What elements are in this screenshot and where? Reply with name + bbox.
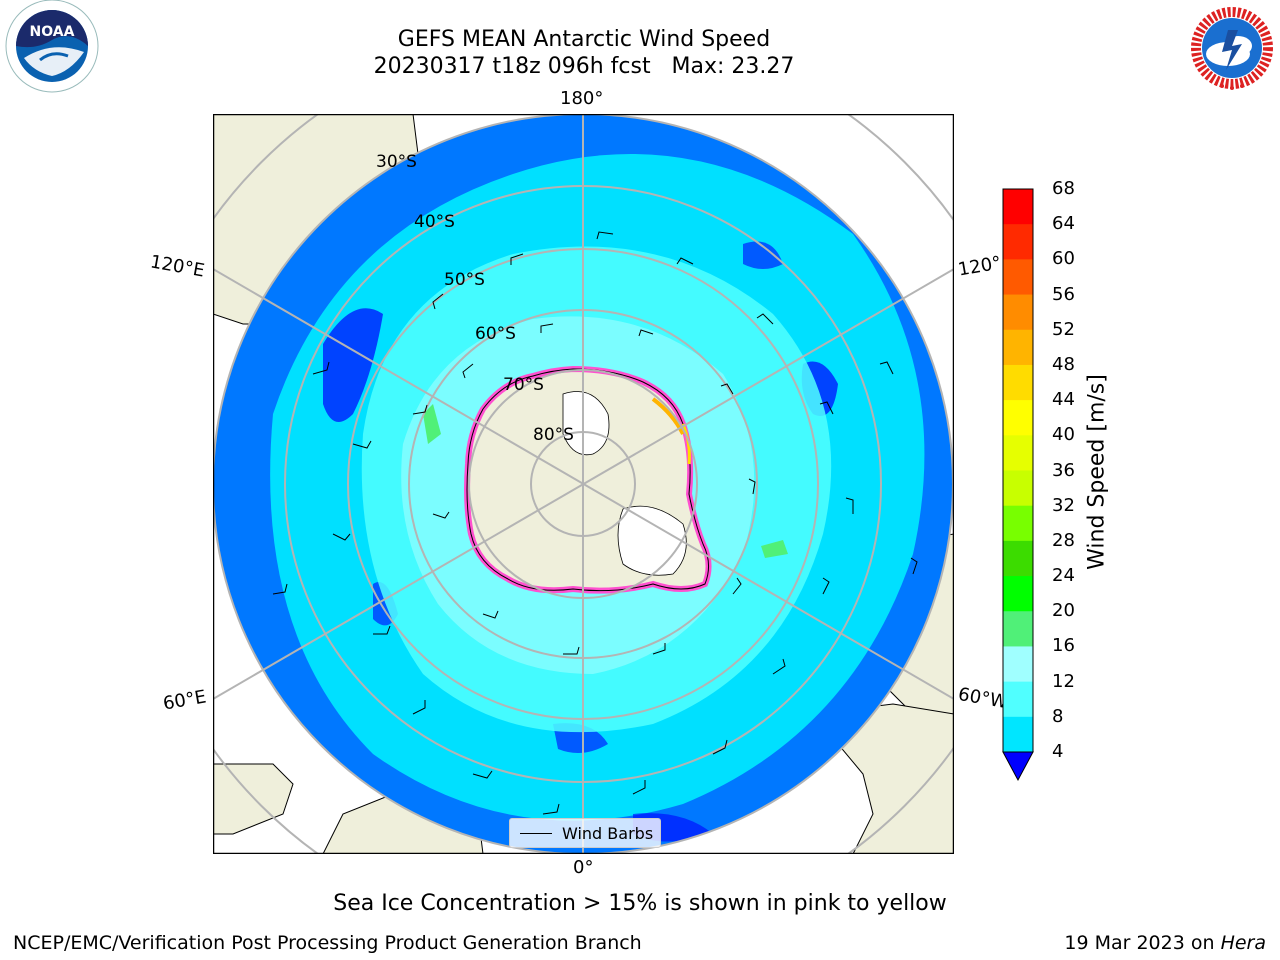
colorbar-tick-label: 60 — [1052, 248, 1075, 270]
lon-label-0: 0° — [573, 857, 594, 878]
colorbar-tick-label: 4 — [1052, 741, 1064, 762]
colorbar-tick-label: 64 — [1052, 213, 1075, 235]
colorbar-segment — [1003, 540, 1033, 577]
colorbar-segment — [1003, 224, 1033, 260]
lat-label-40s: 40°S — [414, 212, 455, 232]
footer-right: 19 Mar 2023 on Hera — [1064, 932, 1266, 954]
colorbar-segment — [1003, 364, 1033, 401]
colorbar — [1002, 188, 1034, 783]
lat-label-30s: 30°S — [376, 152, 417, 172]
nws-logo — [1176, 0, 1280, 104]
lon-label-60e: 60°E — [161, 686, 208, 715]
sea-ice-caption: Sea Ice Concentration > 15% is shown in … — [333, 891, 947, 916]
colorbar-segment — [1003, 681, 1033, 718]
colorbar-tick-label: 44 — [1052, 389, 1075, 411]
colorbar-tick-label: 20 — [1052, 600, 1075, 622]
colorbar-segment — [1003, 294, 1033, 331]
lon-label-180: 180° — [560, 88, 604, 109]
footer-left: NCEP/EMC/Verification Post Processing Pr… — [13, 932, 642, 954]
lat-label-60s: 60°S — [475, 324, 516, 344]
colorbar-segment — [1003, 400, 1033, 436]
footer-date: 19 Mar 2023 on — [1064, 932, 1221, 954]
footer-machine: Hera — [1220, 932, 1266, 954]
legend-label: Wind Barbs — [562, 823, 654, 843]
colorbar-label: Wind Speed [m/s] — [1084, 374, 1110, 570]
wind-barb-legend-line — [520, 832, 552, 834]
noaa-logo-text: NOAA — [30, 24, 75, 40]
lat-label-70s: 70°S — [503, 375, 544, 395]
colorbar-tick-label: 56 — [1052, 283, 1075, 305]
lat-label-50s: 50°S — [444, 270, 485, 290]
colorbar-segment — [1003, 611, 1033, 647]
colorbar-tick-label: 36 — [1052, 459, 1075, 481]
colorbar-segment — [1003, 329, 1033, 366]
colorbar-tick-label: 12 — [1052, 670, 1075, 692]
map-title: GEFS MEAN Antarctic Wind Speed — [397, 27, 771, 52]
colorbar-segment — [1003, 505, 1033, 542]
lon-label-120e: 120°E — [148, 251, 207, 282]
colorbar-tick-label: 28 — [1052, 529, 1075, 551]
noaa-logo: NOAA — [0, 0, 104, 104]
polar-map — [212, 113, 955, 855]
colorbar-segment — [1003, 189, 1033, 225]
map-subtitle: 20230317 t18z 096h fcst Max: 23.27 — [373, 54, 795, 79]
colorbar-segment — [1003, 576, 1033, 612]
colorbar-tick-label: 40 — [1052, 424, 1075, 446]
colorbar-segment — [1003, 646, 1033, 683]
colorbar-segment — [1003, 470, 1033, 507]
colorbar-extend-arrow — [1002, 751, 1034, 782]
colorbar-tick-label: 16 — [1052, 635, 1075, 657]
map-legend: Wind Barbs — [509, 818, 661, 848]
colorbar-tick-label: 24 — [1052, 565, 1075, 587]
colorbar-tick-label: 48 — [1052, 353, 1075, 375]
colorbar-tick-label: 32 — [1052, 494, 1075, 516]
colorbar-segment — [1003, 259, 1033, 296]
wind-barbs — [272, 231, 918, 815]
lat-label-80s: 80°S — [533, 425, 574, 445]
lon-label-120w: 120° — [956, 252, 1003, 281]
colorbar-tick-label: 68 — [1052, 178, 1075, 199]
colorbar-tick-label: 52 — [1052, 318, 1075, 340]
colorbar-segment — [1003, 716, 1033, 753]
colorbar-tick-label: 8 — [1052, 705, 1064, 727]
colorbar-segment — [1003, 435, 1033, 471]
